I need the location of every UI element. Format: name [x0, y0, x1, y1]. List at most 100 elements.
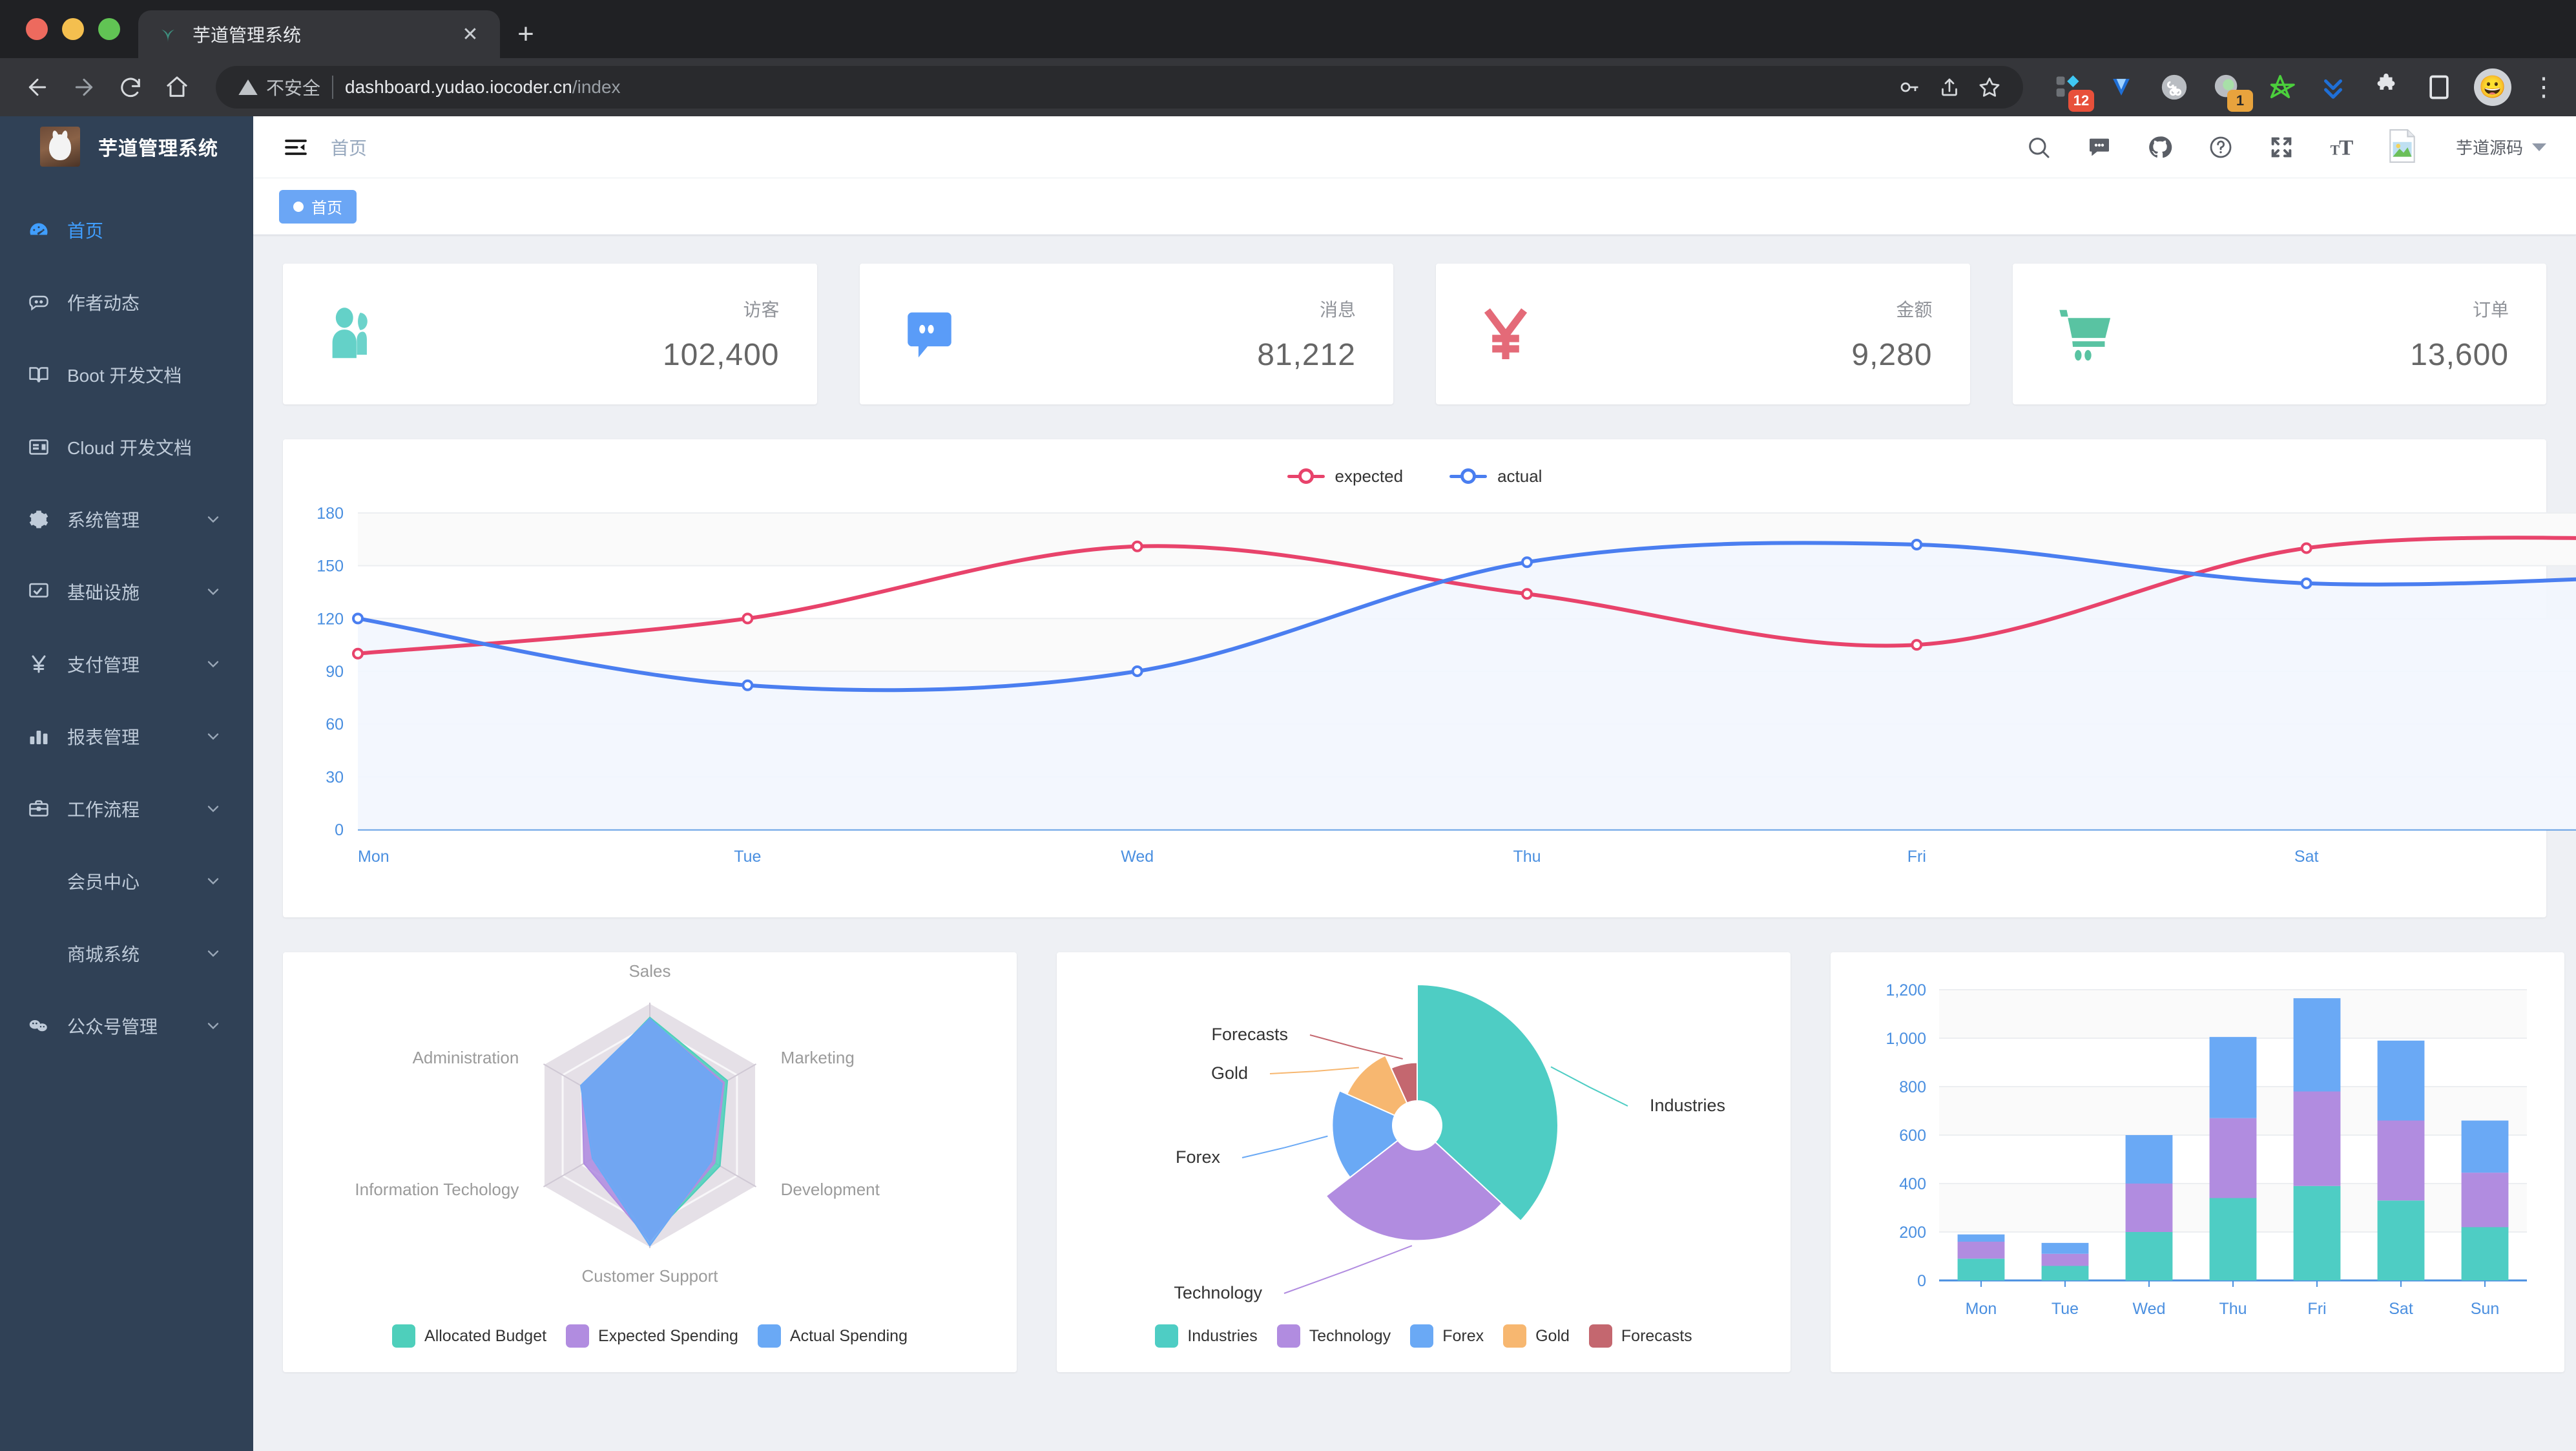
- legend-item-actual[interactable]: actual: [1449, 466, 1542, 486]
- close-window-button[interactable]: [26, 18, 48, 40]
- sidebar-item-author-news[interactable]: 作者动态: [0, 266, 253, 339]
- tab-strip: 芋道管理系统 ✕ +: [0, 0, 2576, 58]
- chevron-down-icon: [204, 872, 222, 890]
- svg-text:Gold: Gold: [1211, 1063, 1248, 1083]
- chevron-down-icon: [204, 945, 222, 963]
- legend-item-expected-spending[interactable]: Expected Spending: [566, 1324, 738, 1348]
- svg-text:Forex: Forex: [1176, 1147, 1221, 1167]
- briefcase-icon: [27, 797, 67, 820]
- svg-text:T: T: [2339, 136, 2353, 160]
- legend-swatch-icon: [1155, 1324, 1179, 1348]
- legend-item-industries[interactable]: Industries: [1155, 1324, 1258, 1348]
- bottom-charts-row: Sales Marketing Development Customer Suppor…: [283, 952, 2564, 1372]
- svg-text:Sun: Sun: [2471, 1300, 2499, 1318]
- svg-text:Wed: Wed: [2133, 1300, 2166, 1318]
- stat-card-orders[interactable]: 订单 13,600: [2012, 264, 2546, 404]
- close-icon[interactable]: ✕: [462, 23, 479, 45]
- double-chevron-extension-icon[interactable]: [2315, 69, 2351, 105]
- home-icon[interactable]: [156, 67, 198, 108]
- sidebar-item-official-account[interactable]: 公众号管理: [0, 990, 253, 1062]
- new-tab-button[interactable]: +: [517, 18, 534, 50]
- stat-card-messages[interactable]: 消息 81,212: [859, 264, 1393, 404]
- sidebar-item-workflow[interactable]: 工作流程: [0, 773, 253, 845]
- legend-label: expected: [1335, 466, 1404, 486]
- svg-text:800: 800: [1899, 1078, 1926, 1096]
- maximize-window-button[interactable]: [98, 18, 120, 40]
- legend-item-expected[interactable]: expected: [1287, 466, 1404, 486]
- stat-cards: 访客 102,400 消息: [283, 264, 2546, 404]
- stat-card-amount[interactable]: 金额 9,280: [1436, 264, 1970, 404]
- sidebar-item-cloud-docs[interactable]: Cloud 开发文档: [0, 411, 253, 483]
- line-chart-svg: 0306090120150180MonTueWedThuFriSatSun: [317, 505, 2576, 866]
- sidebar-item-dashboard[interactable]: 首页: [0, 194, 253, 266]
- collapse-menu-icon[interactable]: [278, 129, 314, 165]
- github-icon[interactable]: [2143, 130, 2177, 164]
- key-icon[interactable]: [1898, 76, 1921, 99]
- svg-text:Mon: Mon: [1966, 1300, 1997, 1318]
- warning-icon: [238, 77, 258, 98]
- sidebar-item-mall-system[interactable]: 商城系统: [0, 917, 253, 990]
- chevron-down-icon: [204, 800, 222, 818]
- back-icon[interactable]: [17, 67, 58, 108]
- sidebar-item-label: 报表管理: [67, 727, 140, 747]
- puzzle-extensions-icon[interactable]: [2368, 69, 2404, 105]
- svg-text:Mon: Mon: [358, 848, 390, 866]
- thumbnail-icon[interactable]: [2386, 129, 2421, 166]
- fullscreen-icon[interactable]: [2265, 130, 2298, 164]
- todoist-extension-icon[interactable]: 12: [2050, 69, 2094, 112]
- sidebar-brand[interactable]: 芋道管理系统: [0, 121, 253, 172]
- chat-icon[interactable]: [2083, 130, 2116, 164]
- legend-item-gold[interactable]: Gold: [1503, 1324, 1570, 1348]
- legend-item-forecasts[interactable]: Forecasts: [1588, 1324, 1692, 1348]
- profile-avatar[interactable]: 😀: [2474, 68, 2511, 106]
- browser-tab[interactable]: 芋道管理系统 ✕: [138, 10, 500, 58]
- stat-value: 13,600: [2410, 337, 2509, 372]
- circle-extension-icon[interactable]: 1: [2209, 69, 2253, 112]
- forward-icon[interactable]: [63, 67, 105, 108]
- not-secure-indicator[interactable]: 不安全: [238, 74, 320, 100]
- sidebar-item-infrastructure[interactable]: 基础设施: [0, 556, 253, 628]
- radar-legend: Allocated Budget Expected Spending Actua…: [283, 1324, 1017, 1348]
- legend-item-allocated-budget[interactable]: Allocated Budget: [392, 1324, 546, 1348]
- sidebar-item-system[interactable]: 系统管理: [0, 483, 253, 556]
- tab-title: 芋道管理系统: [192, 25, 302, 45]
- command-extension-icon[interactable]: [2156, 69, 2192, 105]
- url-text: dashboard.yudao.iocoder.cn/index: [345, 77, 621, 98]
- diamond-extension-icon[interactable]: [2103, 69, 2139, 105]
- sidebar-item-boot-docs[interactable]: Boot 开发文档: [0, 339, 253, 411]
- sidebar-item-report[interactable]: 报表管理: [0, 700, 253, 773]
- legend-label: Technology: [1309, 1326, 1391, 1345]
- minimize-window-button[interactable]: [62, 18, 84, 40]
- share-icon[interactable]: [1938, 76, 1961, 99]
- chevron-down-icon: [204, 727, 222, 746]
- address-bar[interactable]: 不安全 dashboard.yudao.iocoder.cn/index: [216, 66, 2023, 109]
- tag-home[interactable]: 首页: [279, 189, 357, 224]
- browser-menu-icon[interactable]: ⋮: [2531, 73, 2557, 101]
- legend-swatch-icon: [1588, 1324, 1612, 1348]
- legend-label: Forex: [1442, 1326, 1484, 1345]
- star-icon[interactable]: [1978, 76, 2001, 99]
- legend-item-actual-spending[interactable]: Actual Spending: [757, 1324, 908, 1348]
- monitor-icon: [27, 580, 67, 603]
- legend-item-forex[interactable]: Forex: [1410, 1324, 1484, 1348]
- help-icon[interactable]: [2204, 130, 2238, 164]
- stat-value: 102,400: [662, 337, 780, 372]
- search-icon[interactable]: [2022, 130, 2055, 164]
- svg-text:Wed: Wed: [1121, 848, 1154, 866]
- star-outline-extension-icon[interactable]: [2262, 69, 2298, 105]
- message-icon: [895, 302, 992, 366]
- logo-avatar: [40, 127, 80, 167]
- stat-card-visitors[interactable]: 访客 102,400: [283, 264, 817, 404]
- sidebar-item-payment[interactable]: 支付管理: [0, 628, 253, 700]
- svg-text:Thu: Thu: [2219, 1300, 2247, 1318]
- extension-badge: 12: [2068, 90, 2094, 112]
- sidepanel-icon[interactable]: [2421, 69, 2457, 105]
- sidebar-item-member-center[interactable]: 会员中心: [0, 845, 253, 917]
- grass-icon: [155, 21, 181, 47]
- legend-swatch-icon: [1503, 1324, 1527, 1348]
- user-menu[interactable]: 芋道源码: [2448, 135, 2546, 159]
- legend-item-technology[interactable]: Technology: [1276, 1324, 1391, 1348]
- reload-icon[interactable]: [110, 67, 151, 108]
